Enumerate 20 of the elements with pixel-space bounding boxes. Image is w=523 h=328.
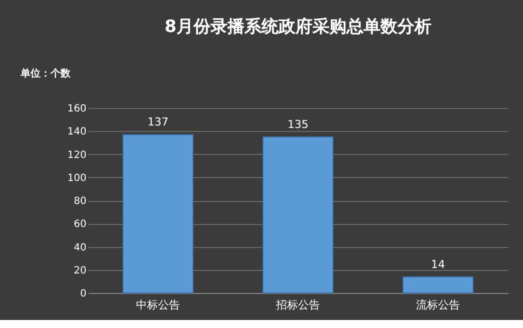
bar <box>402 276 474 294</box>
x-tick-label: 招标公告 <box>275 298 320 312</box>
y-tick-label: 40 <box>74 242 86 254</box>
y-tick-label: 160 <box>67 104 86 114</box>
bar <box>262 136 334 294</box>
y-axis-title: 单位：个数 <box>20 68 72 80</box>
data-label: 14 <box>431 258 445 271</box>
y-tick-label: 20 <box>74 265 86 276</box>
y-tick-label: 0 <box>80 288 86 300</box>
x-tick-label: 流标公告 <box>416 298 460 312</box>
y-tick-label: 60 <box>74 219 86 230</box>
data-label: 137 <box>148 116 168 129</box>
y-tick-label: 100 <box>67 172 86 184</box>
bar <box>122 134 194 294</box>
y-tick-label: 120 <box>67 150 86 161</box>
y-tick-label: 140 <box>67 126 86 138</box>
x-tick-label: 中标公告 <box>136 298 180 312</box>
y-tick-label: 80 <box>74 196 86 207</box>
data-label: 135 <box>288 118 308 131</box>
chart-title: 8月份录播系统政府采购总单数分析 <box>164 17 432 37</box>
